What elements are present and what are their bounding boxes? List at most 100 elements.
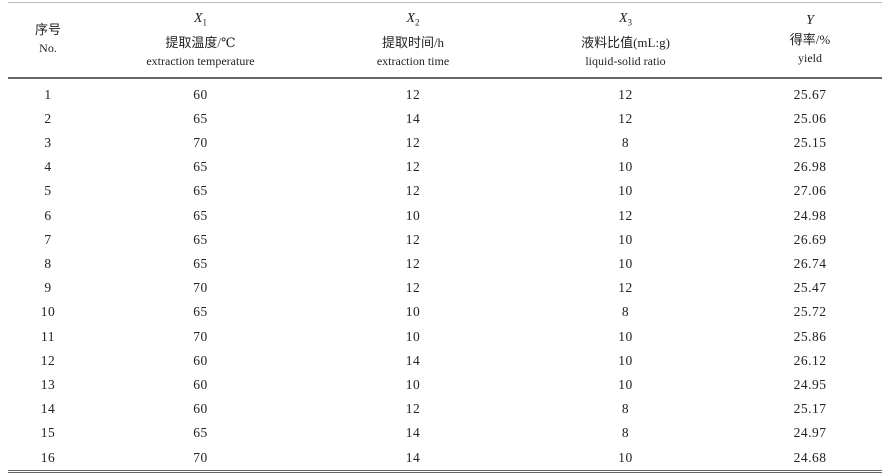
- cell-time: 10: [405, 376, 421, 392]
- variable-symbol: X1: [193, 11, 208, 28]
- cell-temperature: 70: [193, 328, 208, 344]
- table-row: 6 65 10 12 24.98: [8, 204, 882, 228]
- cell-yield: 25.47: [793, 280, 827, 296]
- column-header-temperature: X1 提取温度/℃ extraction temperature: [88, 3, 313, 78]
- table-row: 11 70 10 10 25.86: [8, 324, 882, 348]
- header-label-zh: 提取温度/℃: [165, 34, 236, 50]
- cell-number: 12: [40, 352, 56, 368]
- header-label-en: yield: [798, 51, 822, 66]
- column-header-yield: Y 得率/% yield: [738, 3, 882, 78]
- cell-number: 8: [44, 256, 52, 271]
- table-row: 14 60 12 8 25.17: [8, 397, 882, 421]
- cell-time: 12: [405, 183, 421, 199]
- experiment-design-table: 序号 No. X1 提取温度/℃ extraction temperature X2 提取时…: [8, 2, 882, 473]
- cell-liquid-solid-ratio: 10: [618, 328, 633, 344]
- cell-time: 12: [405, 159, 421, 175]
- cell-liquid-solid-ratio: 12: [618, 110, 633, 126]
- variable-symbol: X3: [618, 11, 633, 28]
- cell-liquid-solid-ratio: 12: [618, 86, 633, 102]
- table-row: 15 65 14 8 24.97: [8, 421, 882, 445]
- cell-yield: 26.74: [793, 256, 827, 271]
- cell-yield: 25.67: [793, 86, 827, 102]
- cell-temperature: 65: [193, 207, 208, 223]
- cell-number: 1: [44, 86, 52, 102]
- cell-time: 10: [405, 207, 421, 223]
- cell-number: 2: [44, 110, 52, 126]
- cell-yield: 27.06: [793, 183, 827, 199]
- cell-time: 12: [405, 231, 421, 247]
- cell-yield: 25.86: [793, 328, 827, 344]
- cell-liquid-solid-ratio: 10: [618, 449, 633, 465]
- table-row: 16 70 14 10 24.68: [8, 445, 882, 471]
- cell-time: 14: [405, 352, 421, 368]
- cell-yield: 24.68: [793, 449, 827, 465]
- column-header-time: X2 提取时间/h extraction time: [313, 3, 513, 78]
- cell-temperature: 65: [193, 256, 208, 271]
- cell-liquid-solid-ratio: 10: [618, 352, 633, 368]
- table-row: 4 65 12 10 26.98: [8, 155, 882, 179]
- variable-symbol: Y: [806, 13, 814, 29]
- cell-temperature: 60: [193, 352, 208, 368]
- cell-time: 14: [405, 110, 421, 126]
- cell-yield: 26.69: [793, 231, 827, 247]
- cell-liquid-solid-ratio: 10: [618, 231, 633, 247]
- cell-temperature: 65: [193, 231, 208, 247]
- variable-symbol: X2: [406, 11, 420, 28]
- column-header-liquid-solid-ratio: X3 液料比值(mL:g) liquid-solid ratio: [513, 3, 738, 78]
- cell-time: 12: [405, 280, 421, 296]
- column-header-number: 序号 No.: [8, 3, 88, 78]
- cell-time: 10: [405, 328, 421, 344]
- cell-time: 14: [405, 425, 421, 441]
- cell-yield: 24.95: [793, 376, 827, 392]
- cell-number: 16: [40, 449, 56, 465]
- cell-liquid-solid-ratio: 12: [618, 280, 633, 296]
- cell-time: 10: [405, 304, 421, 320]
- cell-temperature: 65: [193, 425, 208, 441]
- cell-liquid-solid-ratio: 8: [621, 304, 630, 320]
- cell-temperature: 70: [193, 280, 208, 296]
- table-row: 8 65 12 10 26.74: [8, 252, 882, 276]
- cell-time: 12: [405, 135, 421, 151]
- cell-yield: 25.06: [793, 110, 827, 126]
- cell-number: 3: [44, 135, 52, 151]
- cell-liquid-solid-ratio: 10: [618, 256, 633, 271]
- table-body: 1 60 12 12 25.67 2 65 14 12 25.06 3 70 12 8 25.15 4 65 12…: [8, 78, 882, 472]
- table-row: 9 70 12 12 25.47: [8, 276, 882, 300]
- cell-liquid-solid-ratio: 10: [618, 159, 633, 175]
- header-label-en: No.: [39, 41, 57, 56]
- cell-time: 12: [405, 256, 421, 271]
- table-row: 1 60 12 12 25.67: [8, 78, 882, 107]
- cell-temperature: 60: [193, 376, 208, 392]
- cell-temperature: 60: [193, 401, 208, 417]
- table-row: 10 65 10 8 25.72: [8, 300, 882, 324]
- cell-liquid-solid-ratio: 8: [621, 425, 630, 441]
- cell-yield: 25.15: [793, 135, 827, 151]
- cell-temperature: 70: [193, 135, 208, 151]
- cell-temperature: 70: [193, 449, 208, 465]
- experiment-table-container: 序号 No. X1 提取温度/℃ extraction temperature X2 提取时…: [8, 2, 882, 473]
- cell-yield: 26.98: [793, 159, 827, 175]
- cell-time: 12: [405, 401, 421, 417]
- cell-time: 14: [405, 449, 421, 465]
- cell-number: 15: [40, 425, 56, 441]
- cell-number: 9: [44, 280, 52, 296]
- cell-yield: 25.72: [793, 304, 827, 320]
- cell-liquid-solid-ratio: 10: [618, 376, 633, 392]
- table-row: 2 65 14 12 25.06: [8, 107, 882, 131]
- cell-time: 12: [405, 86, 421, 102]
- cell-yield: 26.12: [793, 352, 827, 368]
- table-row: 7 65 12 10 26.69: [8, 228, 882, 252]
- cell-liquid-solid-ratio: 10: [618, 183, 633, 199]
- cell-number: 13: [40, 376, 56, 392]
- header-label-en: liquid-solid ratio: [585, 53, 666, 68]
- cell-yield: 24.97: [793, 425, 827, 441]
- header-label-en: extraction time: [376, 53, 450, 68]
- cell-yield: 24.98: [793, 207, 827, 223]
- header-label-zh: 序号: [34, 22, 61, 38]
- table-row: 5 65 12 10 27.06: [8, 179, 882, 203]
- table-header: 序号 No. X1 提取温度/℃ extraction temperature X2 提取时…: [8, 2, 882, 78]
- cell-liquid-solid-ratio: 8: [621, 401, 630, 417]
- cell-number: 4: [44, 159, 52, 175]
- cell-number: 10: [40, 304, 56, 320]
- cell-liquid-solid-ratio: 8: [621, 135, 630, 151]
